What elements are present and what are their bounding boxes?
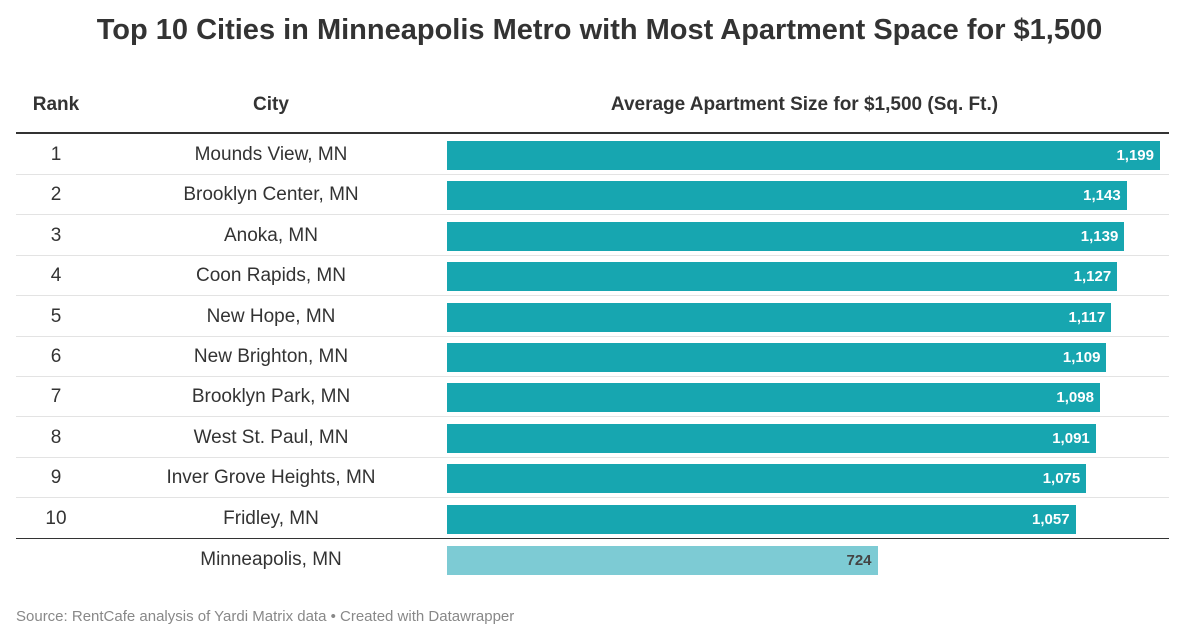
table-row: 8 West St. Paul, MN 1,091 bbox=[16, 418, 1169, 458]
city-cell: Fridley, MN bbox=[223, 507, 319, 529]
table-row: 6 New Brighton, MN 1,109 bbox=[16, 337, 1169, 377]
chart-title: Top 10 Cities in Minneapolis Metro with … bbox=[96, 14, 1103, 46]
bar-value-label: 1,075 bbox=[1042, 470, 1081, 488]
bar-value-label: 1,127 bbox=[1073, 268, 1112, 286]
rank-cell: 4 bbox=[50, 265, 62, 287]
bar: 1,117 bbox=[447, 302, 1112, 332]
city-cell: New Hope, MN bbox=[206, 305, 336, 327]
bar: 1,057 bbox=[447, 504, 1076, 534]
bar-value-label: 1,143 bbox=[1083, 187, 1121, 205]
table-row: 4 Coon Rapids, MN 1,127 bbox=[16, 256, 1169, 297]
city-cell: Brooklyn Park, MN bbox=[191, 386, 351, 408]
city-cell: Brooklyn Center, MN bbox=[183, 184, 359, 206]
header-size: Average Apartment Size for $1,500 (Sq. F… bbox=[610, 94, 999, 115]
table-row: 10 Fridley, MN 1,057 bbox=[16, 499, 1169, 539]
table-row: 5 New Hope, MN 1,117 bbox=[16, 297, 1169, 337]
bar: 1,139 bbox=[447, 221, 1125, 251]
bar: 1,143 bbox=[447, 181, 1127, 211]
table-row: 3 Anoka, MN 1,139 bbox=[16, 216, 1169, 256]
header-rank: Rank bbox=[32, 94, 80, 115]
rank-cell: 7 bbox=[50, 386, 62, 408]
rank-cell: 10 bbox=[45, 507, 67, 529]
table-row: 2 Brooklyn Center, MN 1,143 bbox=[16, 175, 1169, 216]
bar-value-label: 1,098 bbox=[1056, 389, 1094, 407]
table-row: 7 Brooklyn Park, MN 1,098 bbox=[16, 377, 1169, 418]
bar: 1,098 bbox=[447, 383, 1100, 413]
bar-value-label: 1,057 bbox=[1032, 510, 1070, 528]
rank-cell: 1 bbox=[50, 144, 62, 165]
bar: 724 bbox=[447, 546, 878, 575]
header-city: City bbox=[253, 94, 289, 115]
city-cell: Minneapolis, MN bbox=[200, 549, 342, 570]
comparison-row: Minneapolis, MN 724 bbox=[16, 540, 1169, 580]
rank-cell bbox=[16, 540, 96, 580]
bar: 1,109 bbox=[447, 343, 1107, 372]
bar-value-label: 1,091 bbox=[1052, 429, 1090, 447]
source-footer: Source: RentCafe analysis of Yardi Matri… bbox=[16, 608, 515, 625]
city-cell: Inver Grove Heights, MN bbox=[166, 467, 376, 489]
bar: 1,091 bbox=[447, 423, 1096, 453]
city-cell: Coon Rapids, MN bbox=[196, 265, 346, 287]
rank-cell: 2 bbox=[50, 184, 62, 206]
rank-cell: 5 bbox=[50, 305, 62, 327]
rank-cell: 6 bbox=[50, 346, 62, 367]
bar-value-label: 1,199 bbox=[1116, 147, 1154, 164]
city-cell: Anoka, MN bbox=[224, 224, 318, 246]
bar-value-label: 1,139 bbox=[1080, 227, 1119, 245]
bar-value-label: 1,109 bbox=[1062, 349, 1101, 366]
bar: 1,199 bbox=[447, 141, 1160, 170]
bar: 1,127 bbox=[447, 262, 1118, 292]
bar-value-label: 724 bbox=[846, 552, 872, 569]
bar: 1,075 bbox=[447, 464, 1087, 494]
city-cell: Mounds View, MN bbox=[194, 144, 348, 165]
city-cell: West St. Paul, MN bbox=[193, 426, 349, 448]
rank-cell: 9 bbox=[50, 467, 62, 489]
table-row: 9 Inver Grove Heights, MN 1,075 bbox=[16, 458, 1169, 499]
city-cell: New Brighton, MN bbox=[193, 346, 349, 367]
header-divider bbox=[16, 132, 1169, 134]
rank-cell: 3 bbox=[50, 224, 62, 246]
bar-value-label: 1,117 bbox=[1068, 308, 1106, 326]
comparison-divider bbox=[16, 538, 1169, 539]
rank-cell: 8 bbox=[50, 426, 62, 448]
table-row: 1 Mounds View, MN 1,199 bbox=[16, 135, 1169, 175]
